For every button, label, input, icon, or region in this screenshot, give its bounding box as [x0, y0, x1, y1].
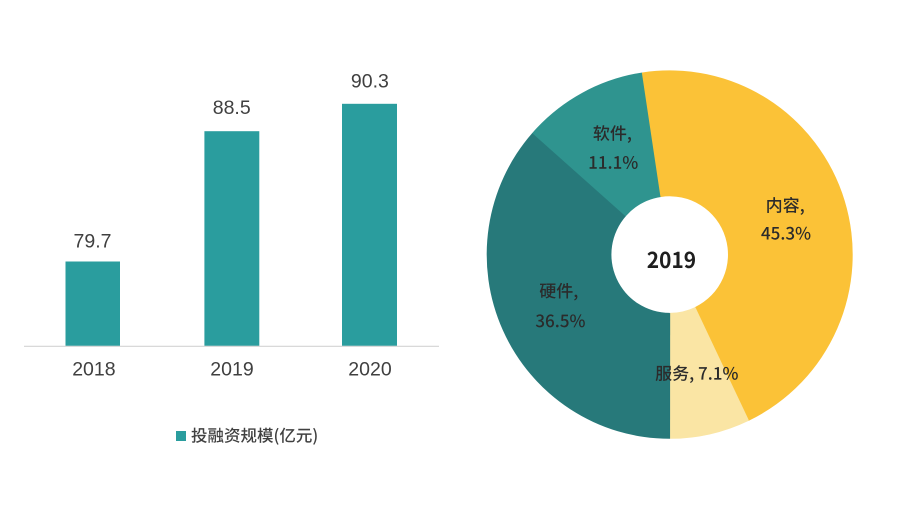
svg-text:2019: 2019: [210, 359, 253, 381]
svg-text:2020: 2020: [348, 359, 392, 381]
svg-text:2018: 2018: [72, 359, 115, 381]
svg-text:88.5: 88.5: [213, 97, 251, 119]
svg-text:79.7: 79.7: [74, 231, 112, 253]
svg-text:90.3: 90.3: [351, 71, 389, 93]
